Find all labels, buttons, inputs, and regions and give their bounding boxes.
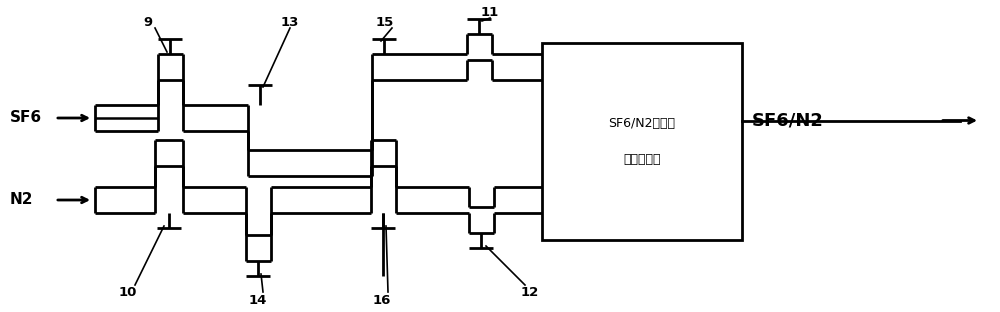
- Text: 15: 15: [376, 16, 394, 28]
- Text: SF6/N2气体快: SF6/N2气体快: [608, 117, 676, 130]
- Text: SF6: SF6: [10, 110, 42, 125]
- Text: 16: 16: [373, 294, 391, 306]
- Text: 速混合装置: 速混合装置: [623, 153, 661, 166]
- Text: 14: 14: [249, 294, 267, 306]
- Text: 12: 12: [521, 285, 539, 299]
- Polygon shape: [542, 43, 742, 240]
- Text: 9: 9: [143, 16, 153, 28]
- Text: N2: N2: [10, 193, 34, 207]
- Text: 13: 13: [281, 16, 299, 28]
- Text: 10: 10: [119, 285, 137, 299]
- Text: 11: 11: [481, 6, 499, 18]
- Text: SF6/N2: SF6/N2: [752, 111, 824, 129]
